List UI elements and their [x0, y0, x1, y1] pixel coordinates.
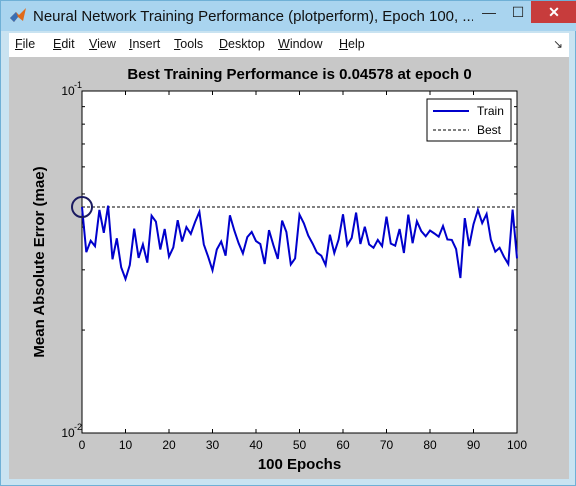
x-tick-label: 80 [423, 438, 437, 452]
menu-bar: File Edit View Insert Tools Desktop Wind… [9, 33, 569, 57]
menu-file-rest: ile [22, 37, 36, 51]
menu-tools-key: T [174, 37, 181, 51]
menu-file[interactable]: File [15, 37, 35, 51]
title-bar[interactable]: Neural Network Training Performance (plo… [1, 1, 576, 31]
menu-edit[interactable]: Edit [53, 37, 75, 51]
best-epoch-marker [71, 196, 93, 219]
x-tick-label: 60 [336, 438, 350, 452]
x-tick-label: 70 [380, 438, 394, 452]
menu-window-rest: indow [289, 37, 323, 51]
menu-view[interactable]: View [89, 37, 116, 51]
legend-best-label: Best [477, 123, 502, 137]
x-tick-label: 0 [79, 438, 86, 452]
x-tick-label: 50 [293, 438, 307, 452]
legend-train-label: Train [477, 104, 504, 118]
minimize-button[interactable]: — [482, 4, 496, 20]
x-tick-label: 90 [467, 438, 481, 452]
window-title: Neural Network Training Performance (plo… [33, 8, 473, 25]
x-axis-label: 100 Epochs [258, 456, 341, 473]
menu-file-key: F [15, 37, 23, 51]
train-series-line [81, 205, 518, 283]
close-button[interactable]: ✕ [531, 1, 576, 23]
menu-desktop[interactable]: Desktop [219, 37, 265, 51]
chart-title: Best Training Performance is 0.04578 at … [127, 66, 471, 83]
menu-insert-key: I [129, 37, 133, 51]
menu-window[interactable]: Window [278, 37, 322, 51]
menu-insert[interactable]: Insert [129, 37, 160, 51]
x-tick-label: 40 [249, 438, 263, 452]
legend-box [426, 98, 512, 142]
performance-plot: Best Training Performance is 0.04578 at … [31, 66, 527, 473]
x-tick-label: 20 [162, 438, 176, 452]
menu-insert-rest: nsert [132, 37, 161, 51]
y-tick-label-exp: -2 [74, 422, 82, 432]
y-tick-label-base: 10 [61, 426, 75, 440]
menu-help[interactable]: Help [339, 37, 365, 51]
x-tick-label: 100 [507, 438, 527, 452]
menu-view-rest: iew [97, 37, 116, 51]
x-tick-label: 30 [206, 438, 220, 452]
maximize-button[interactable]: ☐ [511, 4, 525, 20]
figure-canvas: Best Training Performance is 0.04578 at … [9, 57, 569, 479]
y-axis-label: Mean Absolute Error (mae) [31, 166, 48, 357]
menu-desktop-key: D [219, 37, 229, 51]
menu-edit-rest: dit [61, 37, 75, 51]
dock-arrow-icon[interactable]: ↘ [552, 37, 563, 51]
menu-help-rest: elp [348, 37, 365, 51]
menu-desktop-rest: esktop [228, 37, 265, 51]
menu-tools[interactable]: Tools [174, 37, 203, 51]
menu-edit-key: E [53, 37, 62, 51]
menu-help-key: H [339, 37, 349, 51]
plot-area [81, 90, 518, 434]
y-tick-label-base: 10 [61, 84, 75, 98]
menu-tools-rest: ools [180, 37, 204, 51]
matlab-app-icon [10, 8, 26, 22]
menu-window-key: W [278, 37, 290, 51]
x-tick-label: 10 [119, 438, 133, 452]
menu-view-key: V [89, 37, 98, 51]
y-tick-label-exp: -1 [74, 80, 82, 90]
